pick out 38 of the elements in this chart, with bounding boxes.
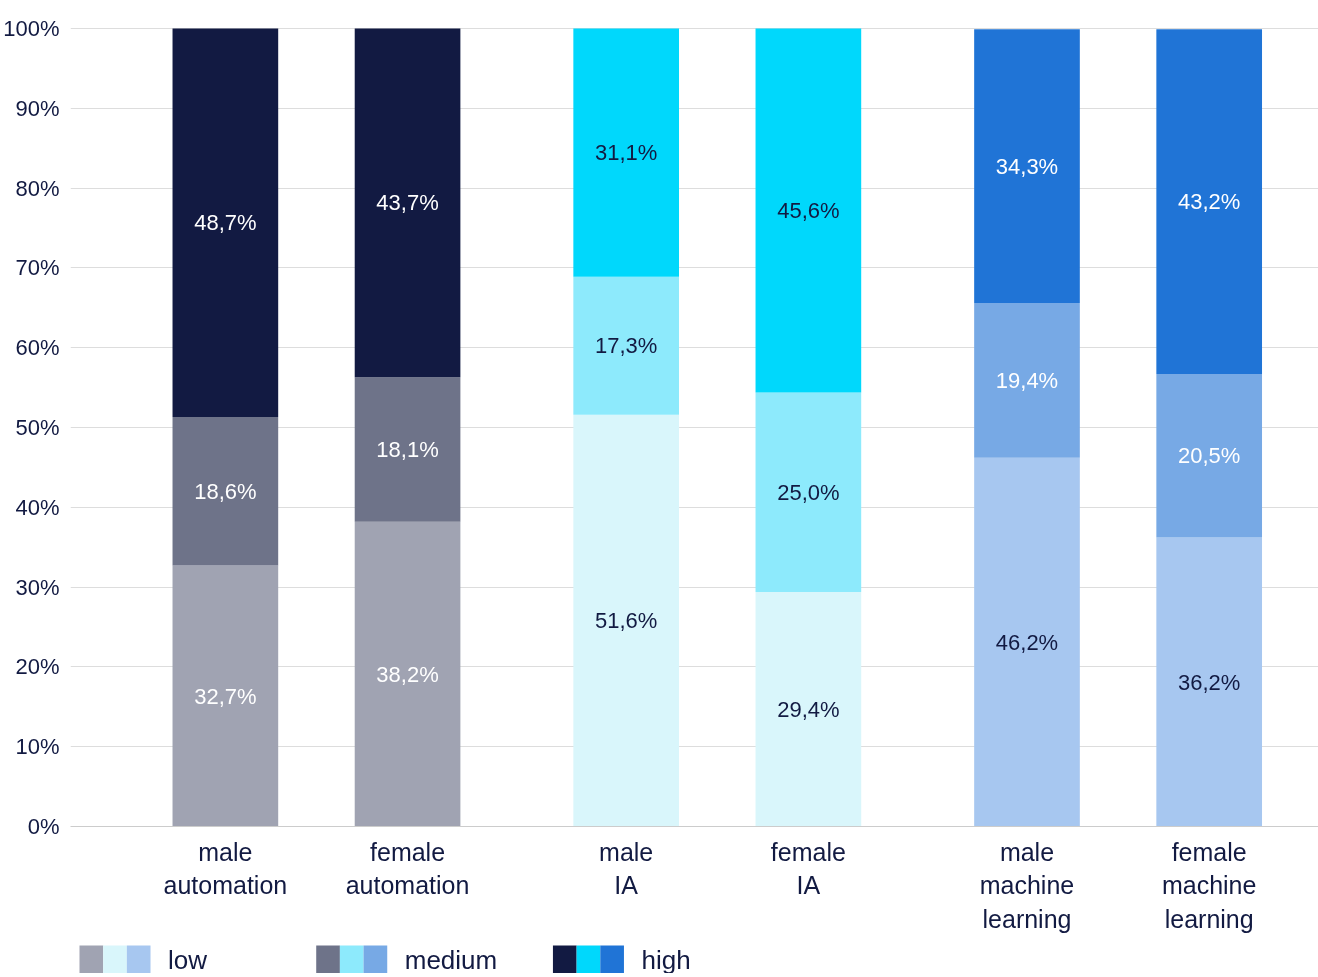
data-label: 20,5% <box>1178 443 1241 469</box>
y-tick-label: 30% <box>15 574 60 600</box>
x-tick-label: female automation <box>345 837 470 900</box>
y-tick-label: 10% <box>15 734 60 760</box>
data-label: 32,7% <box>194 683 257 709</box>
data-label: 38,2% <box>376 661 439 687</box>
data-label: 18,1% <box>376 436 439 462</box>
x-tick-label: male machine learning <box>979 837 1075 933</box>
data-label: 17,3% <box>594 333 658 359</box>
data-label: 18,6% <box>194 478 257 504</box>
data-label: 29,4% <box>777 696 840 722</box>
data-label: 31,1% <box>594 140 658 166</box>
x-tick-label: female IA <box>770 837 846 900</box>
legend-label: low <box>168 944 208 975</box>
x-tick-label: male automation <box>163 837 288 900</box>
y-tick-label: 80% <box>15 175 60 201</box>
y-tick-label: 90% <box>15 95 60 121</box>
data-label: 34,3% <box>995 153 1059 179</box>
y-tick-label: 100% <box>3 15 60 41</box>
data-label: 19,4% <box>995 367 1059 393</box>
data-label: 45,6% <box>777 197 840 223</box>
y-tick-label: 40% <box>15 494 60 520</box>
y-tick-label: 20% <box>15 654 60 680</box>
data-label: 43,7% <box>376 190 439 216</box>
x-tick-label: male IA <box>599 837 654 900</box>
data-label: 48,7% <box>194 210 257 236</box>
y-tick-label: 0% <box>27 814 60 839</box>
data-label: 25,0% <box>777 479 840 505</box>
y-tick-label: 60% <box>15 335 60 361</box>
x-tick-label: female machine learning <box>1161 837 1257 933</box>
y-tick-label: 70% <box>15 255 60 281</box>
legend-label: medium <box>404 944 498 975</box>
data-label: 46,2% <box>995 629 1059 655</box>
legend-label: high <box>641 944 691 975</box>
data-label: 36,2% <box>1178 669 1241 695</box>
data-label: 51,6% <box>594 608 658 634</box>
data-label: 43,2% <box>1178 189 1241 215</box>
y-tick-label: 50% <box>15 414 60 440</box>
